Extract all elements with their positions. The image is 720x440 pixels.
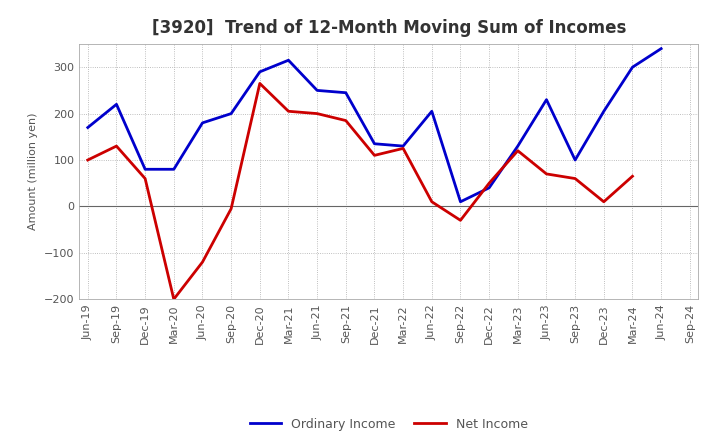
Ordinary Income [141, 167, 150, 172]
Legend: Ordinary Income, Net Income: Ordinary Income, Net Income [245, 413, 533, 436]
Net Income [456, 218, 465, 223]
Net Income [600, 199, 608, 205]
Ordinary Income [112, 102, 121, 107]
Net Income [169, 297, 178, 302]
Ordinary Income [370, 141, 379, 147]
Net Income [513, 148, 522, 154]
Net Income [399, 146, 408, 151]
Net Income [198, 260, 207, 265]
Ordinary Income [456, 199, 465, 205]
Ordinary Income [227, 111, 235, 116]
Net Income [485, 180, 493, 186]
Net Income [370, 153, 379, 158]
Net Income [571, 176, 580, 181]
Ordinary Income [600, 109, 608, 114]
Ordinary Income [198, 120, 207, 125]
Net Income [141, 176, 150, 181]
Ordinary Income [657, 46, 665, 51]
Ordinary Income [284, 58, 293, 63]
Net Income [428, 199, 436, 205]
Net Income [542, 171, 551, 176]
Ordinary Income [399, 143, 408, 149]
Y-axis label: Amount (million yen): Amount (million yen) [28, 113, 38, 231]
Ordinary Income [571, 158, 580, 163]
Net Income [227, 206, 235, 211]
Ordinary Income [513, 143, 522, 149]
Ordinary Income [256, 69, 264, 74]
Net Income [84, 158, 92, 163]
Ordinary Income [341, 90, 350, 95]
Ordinary Income [542, 97, 551, 103]
Net Income [256, 81, 264, 86]
Net Income [284, 109, 293, 114]
Ordinary Income [312, 88, 321, 93]
Ordinary Income [169, 167, 178, 172]
Net Income [312, 111, 321, 116]
Ordinary Income [428, 109, 436, 114]
Title: [3920]  Trend of 12-Month Moving Sum of Incomes: [3920] Trend of 12-Month Moving Sum of I… [152, 19, 626, 37]
Ordinary Income [84, 125, 92, 130]
Net Income [341, 118, 350, 123]
Line: Net Income: Net Income [88, 84, 632, 299]
Net Income [112, 143, 121, 149]
Ordinary Income [485, 185, 493, 191]
Net Income [628, 174, 636, 179]
Line: Ordinary Income: Ordinary Income [88, 49, 661, 202]
Ordinary Income [628, 65, 636, 70]
